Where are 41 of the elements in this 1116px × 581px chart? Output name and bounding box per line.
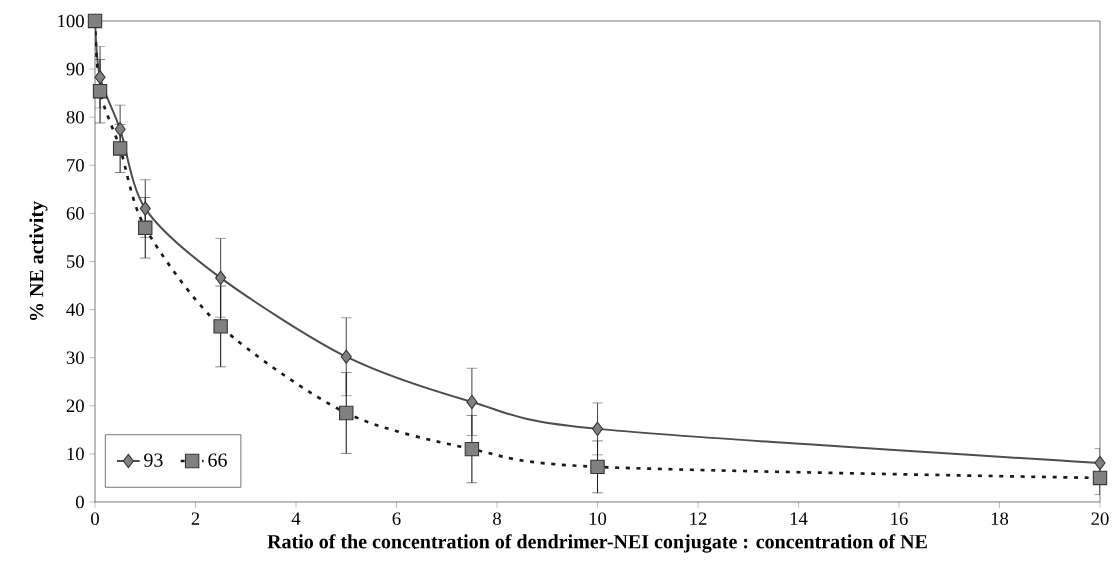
y-tick-label: 0 (75, 495, 84, 509)
y-tick-label: 90 (66, 62, 84, 76)
point (340, 349, 352, 364)
x-tick-label: 10 (589, 512, 607, 525)
y-tick-label: 100 (58, 14, 84, 28)
point (94, 70, 106, 85)
y-tick-label: 40 (66, 303, 84, 316)
y-tick-label: 60 (66, 207, 84, 220)
point (138, 220, 153, 236)
x-tick-label: 18 (991, 512, 1009, 525)
legend-label: 66 (208, 453, 227, 467)
point (213, 319, 228, 334)
x-tick-label: 12 (690, 512, 707, 525)
point (112, 141, 128, 156)
y-tick-label: 10 (67, 447, 84, 461)
point (114, 122, 126, 137)
point (139, 201, 151, 216)
point (92, 84, 108, 99)
x-axis-title: Ratio of the concentration of dendrimer-NEI conjugate : concentration of NE (267, 534, 927, 553)
x-tick-label: 8 (493, 512, 501, 525)
y-tick-label: 30 (66, 351, 84, 364)
x-tick-label: 6 (392, 512, 401, 525)
x-tick-label: 2 (191, 512, 200, 525)
x-tick-label: 14 (790, 512, 808, 525)
x-tick-label: 4 (291, 512, 301, 525)
legend-label: 93 (144, 453, 163, 467)
y-tick-label: 70 (67, 158, 84, 172)
y-axis-title: % NE activity (29, 201, 48, 320)
y-tick-label: 50 (67, 255, 84, 268)
point (590, 459, 605, 475)
point (464, 441, 480, 457)
x-tick-label: 0 (91, 512, 99, 525)
y-tick-label: 20 (66, 399, 84, 413)
point (215, 270, 227, 286)
point (1092, 470, 1108, 486)
y-tick-label: 80 (66, 110, 84, 124)
x-tick-label: 20 (1091, 512, 1109, 525)
point (339, 405, 354, 421)
x-tick-label: 16 (891, 512, 908, 525)
point (591, 421, 604, 437)
point (466, 394, 478, 410)
